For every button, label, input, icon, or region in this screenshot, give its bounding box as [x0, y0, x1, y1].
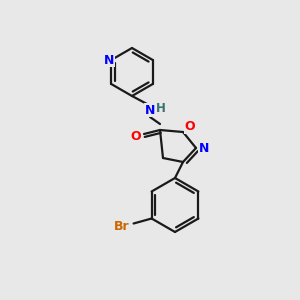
Text: N: N [104, 53, 114, 67]
Text: N: N [145, 103, 155, 116]
Text: N: N [199, 142, 209, 154]
Text: H: H [156, 103, 166, 116]
Text: Br: Br [114, 220, 129, 233]
Text: O: O [185, 121, 195, 134]
Text: O: O [131, 130, 141, 143]
